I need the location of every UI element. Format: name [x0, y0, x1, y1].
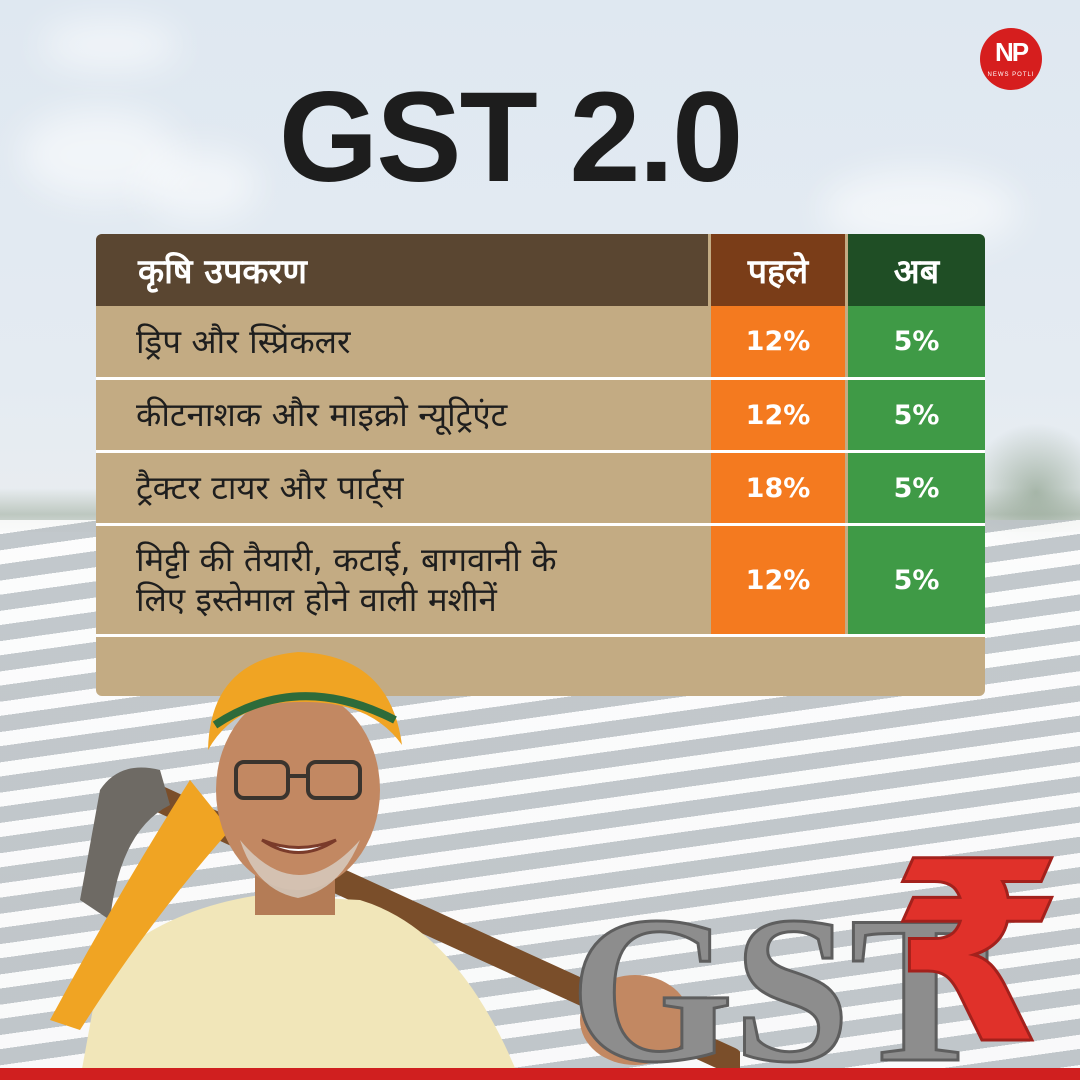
row-divider	[96, 377, 985, 380]
row-before-rate: 18%	[711, 453, 845, 523]
row-item: मिट्टी की तैयारी, कटाई, बागवानी के लिए इ…	[96, 526, 708, 634]
table-row: मिट्टी की तैयारी, कटाई, बागवानी के लिए इ…	[96, 526, 985, 634]
rupee-icon: ₹	[890, 808, 1060, 1070]
row-now-rate: 5%	[848, 453, 985, 523]
farmer-hand	[580, 975, 690, 1065]
row-item-line-2: लिए इस्तेमाल होने वाली मशीनें	[136, 580, 497, 619]
row-divider	[96, 523, 985, 526]
farmer-turban	[208, 652, 402, 750]
gst-3d-text: GST	[570, 874, 990, 1070]
news-potli-logo: NP NEWS POTLI	[980, 28, 1042, 90]
turban-cloth	[50, 780, 230, 1030]
cloud	[40, 20, 180, 70]
row-before-rate: 12%	[711, 380, 845, 450]
gst-rate-table: कृषि उपकरण पहले अब ड्रिप और स्प्रिंकलर 1…	[96, 234, 985, 696]
row-now-rate: 5%	[848, 306, 985, 377]
header-before: पहले	[711, 234, 845, 306]
glasses-icon	[234, 760, 362, 800]
logo-mark: NP	[994, 37, 1029, 67]
row-item: ड्रिप और स्प्रिंकलर	[96, 306, 708, 377]
row-item: ट्रैक्टर टायर और पार्ट्स	[96, 453, 708, 523]
cloud	[140, 150, 260, 220]
farmer-kurta	[80, 895, 520, 1080]
row-divider	[96, 450, 985, 453]
header-now: अब	[848, 234, 985, 306]
table-row: कीटनाशक और माइक्रो न्यूट्रिएंट 12% 5%	[96, 380, 985, 450]
table-row: ट्रैक्टर टायर और पार्ट्स 18% 5%	[96, 453, 985, 523]
header-item: कृषि उपकरण	[96, 234, 708, 306]
farmer-face	[216, 690, 380, 890]
logo-subtext: NEWS POTLI	[987, 72, 1035, 78]
row-now-rate: 5%	[848, 526, 985, 634]
row-item-line-1: मिट्टी की तैयारी, कटाई, बागवानी के	[136, 540, 557, 579]
row-divider	[96, 634, 985, 637]
row-before-rate: 12%	[711, 526, 845, 634]
table-row: ड्रिप और स्प्रिंकलर 12% 5%	[96, 306, 985, 377]
farmer-illustration	[50, 652, 740, 1080]
table-header-row: कृषि उपकरण पहले अब	[96, 234, 985, 306]
gst-rupee-graphic: GST ₹	[569, 807, 1061, 1071]
row-before-rate: 12%	[711, 306, 845, 377]
page-title: GST 2.0	[278, 66, 744, 209]
row-now-rate: 5%	[848, 380, 985, 450]
bottom-accent-bar	[0, 1068, 1080, 1080]
row-item: कीटनाशक और माइक्रो न्यूट्रिएंट	[96, 380, 708, 450]
